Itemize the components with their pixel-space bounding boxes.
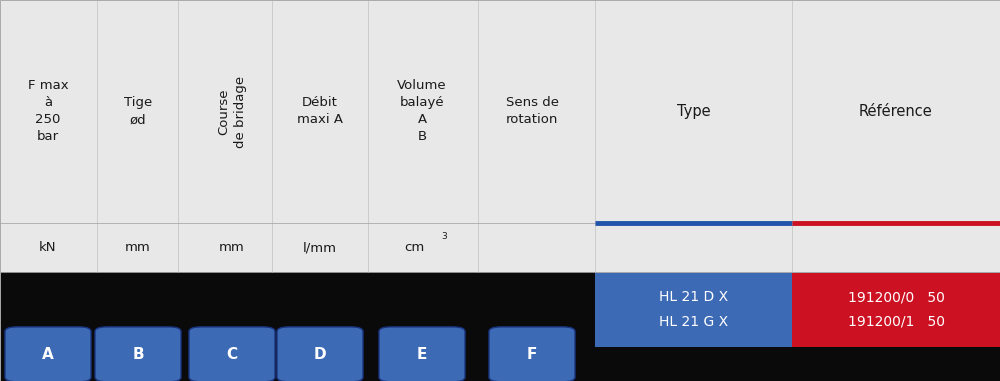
Text: 3: 3	[441, 232, 447, 241]
Bar	[0, 272, 595, 381]
Text: 191200/0   50: 191200/0 50	[848, 290, 944, 304]
Text: D: D	[314, 347, 326, 362]
Text: cm: cm	[404, 241, 424, 254]
Bar	[595, 272, 792, 347]
Text: Tige
ød: Tige ød	[124, 96, 152, 126]
Text: Course
de bridage: Course de bridage	[217, 75, 247, 147]
Bar	[595, 347, 1000, 381]
Text: E: E	[417, 347, 427, 362]
Text: A: A	[42, 347, 54, 362]
Text: B: B	[132, 347, 144, 362]
Text: HL 21 G X: HL 21 G X	[659, 315, 728, 329]
Text: 191200/1   50: 191200/1 50	[848, 315, 944, 329]
FancyBboxPatch shape	[277, 327, 363, 381]
FancyBboxPatch shape	[489, 327, 575, 381]
Text: Débit
maxi A: Débit maxi A	[297, 96, 343, 126]
Text: mm: mm	[219, 241, 245, 254]
FancyBboxPatch shape	[95, 327, 181, 381]
FancyBboxPatch shape	[189, 327, 275, 381]
FancyBboxPatch shape	[379, 327, 465, 381]
Text: mm: mm	[125, 241, 151, 254]
Text: C: C	[226, 347, 238, 362]
Bar	[792, 272, 1000, 347]
Text: F: F	[527, 347, 537, 362]
Text: HL 21 D X: HL 21 D X	[659, 290, 728, 304]
Text: Type: Type	[677, 104, 710, 119]
Text: Référence: Référence	[859, 104, 933, 119]
Text: l/mm: l/mm	[303, 241, 337, 254]
Text: kN: kN	[39, 241, 57, 254]
Text: Sens de
rotation: Sens de rotation	[506, 96, 558, 126]
FancyBboxPatch shape	[5, 327, 91, 381]
Text: F max
à
250
bar: F max à 250 bar	[28, 80, 68, 143]
Text: Volume
balayé
A
B: Volume balayé A B	[397, 80, 447, 143]
